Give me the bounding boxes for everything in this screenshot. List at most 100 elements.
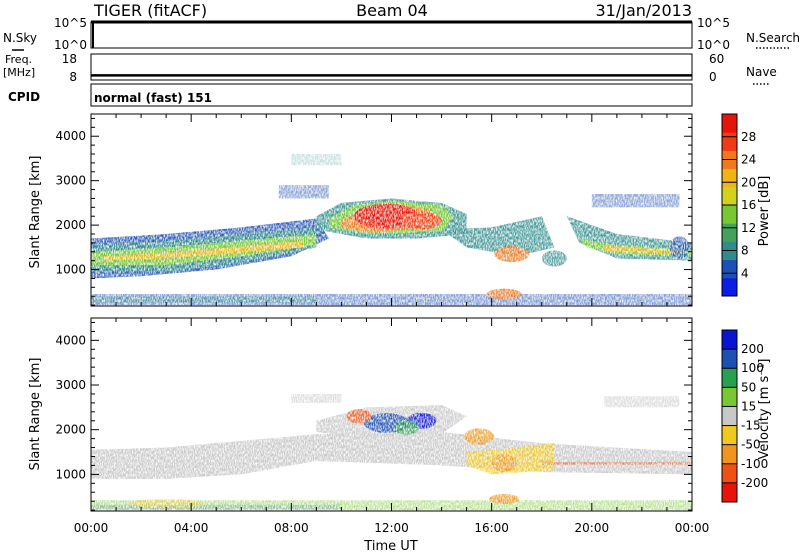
colorbar-swatch (722, 132, 737, 151)
nsky-frame (90, 21, 693, 49)
power-x-ticks (90, 114, 693, 306)
velocity-panel: 1000 2000 3000 4000 Slant Range [km] 200 100… (28, 317, 772, 512)
colorbar-tick-label: 28 (741, 130, 756, 144)
data-cell (486, 288, 522, 300)
cpid-value: normal (fast) 151 (94, 91, 212, 105)
radar-title: TIGER (fitACF) (93, 1, 207, 20)
time-tick-label: 16:00 (474, 521, 509, 535)
data-cell (278, 185, 329, 199)
freq-tick-top: 18 (62, 52, 77, 66)
colorbar-swatch (722, 482, 737, 503)
data-cell (604, 245, 680, 254)
cpid-label: CPID (8, 90, 40, 104)
colorbar-swatch (722, 387, 737, 407)
velocity-x-ticks (90, 318, 693, 511)
data-cell (401, 211, 442, 230)
colorbar-swatch (722, 368, 737, 388)
colorbar-tick-label: -15 (741, 419, 761, 433)
date-label: 31/Jan/2013 (595, 1, 692, 20)
data-cell (491, 454, 517, 473)
colorbar-swatch (722, 168, 737, 188)
data-cell (591, 194, 680, 208)
colorbar-swatch (722, 406, 737, 427)
colorbar-tick-label: 100 (741, 361, 764, 375)
data-cell (669, 236, 690, 259)
colorbar-swatch (722, 349, 737, 369)
y-tick-label: 3000 (55, 378, 86, 392)
freq-frame (90, 53, 693, 81)
colorbar-swatch (722, 114, 737, 133)
colorbar-tick-label: 20 (741, 175, 756, 189)
data-cell (346, 409, 372, 424)
colorbar-frame (721, 329, 738, 503)
time-tick-label: 08:00 (274, 521, 309, 535)
colorbar-swatch (722, 259, 737, 279)
time-tick-label: 00:00 (74, 521, 109, 535)
time-tick-label: 00:00 (675, 521, 710, 535)
power-colorbar: 4 8 12 16 20 24 28 (721, 113, 756, 297)
y-tick-label: 1000 (55, 467, 86, 481)
power-y-axis: 1000 2000 3000 4000 (55, 117, 692, 306)
time-tick-label: 04:00 (174, 521, 209, 535)
colorbar-swatch (722, 223, 737, 242)
colorbar-tick-label: -200 (741, 476, 768, 490)
colorbar-tick-label: -100 (741, 457, 768, 471)
freq-label-top: Freq. (5, 53, 32, 66)
time-tick-label: 20:00 (575, 521, 610, 535)
data-cell (291, 393, 342, 403)
cpid-frame (90, 83, 693, 107)
data-cell (103, 240, 304, 261)
y-tick-label: 3000 (55, 174, 86, 188)
data-cell (464, 428, 495, 445)
colorbar-swatch (722, 186, 737, 206)
colorbar-tick-label: -50 (741, 438, 761, 452)
colorbar-tick-label: 12 (741, 221, 756, 235)
y-tick-label: 1000 (55, 263, 86, 277)
y-tick-label: 4000 (55, 333, 86, 347)
data-cell (128, 498, 204, 508)
data-cell (441, 216, 555, 257)
nave-tick-top: 60 (709, 52, 724, 66)
colorbar-tick-label: 16 (741, 198, 756, 212)
colorbar-swatch (722, 330, 737, 350)
data-cell (494, 246, 530, 262)
time-axis: 00:00 04:00 08:00 12:00 16:00 20:00 00:00 (74, 521, 710, 535)
nsky-tick-top: 10^5 (54, 16, 87, 30)
y-tick-label: 4000 (55, 129, 86, 143)
colorbar-tick-label: 4 (741, 266, 749, 280)
colorbar-swatch (722, 463, 737, 484)
freq-label-bottom: [MHz] (3, 66, 35, 79)
freq-strip: Freq. [MHz] 18 8 60 0 Nave (3, 52, 777, 85)
nsearch-label: N.Search (746, 31, 800, 45)
time-axis-label: Time UT (363, 539, 417, 554)
velocity-scatter (91, 393, 692, 511)
power-colorbar-label: Power [dB] (757, 176, 772, 247)
colorbar-swatch (722, 425, 737, 446)
velocity-y-axis: 1000 2000 3000 4000 (55, 321, 692, 511)
nave-tick-bottom: 0 (709, 70, 717, 84)
nsearch-tick-top: 10^5 (697, 16, 730, 30)
nsky-label: N.Sky (3, 31, 37, 45)
beam-label: Beam 04 (356, 1, 428, 20)
data-cell (541, 461, 692, 465)
nave-label: Nave (746, 65, 777, 79)
y-tick-label: 2000 (55, 423, 86, 437)
colorbar-tick-label: 8 (741, 244, 749, 258)
nsky-strip: N.Sky 10^5 10^0 10^5 10^0 N.Search (3, 16, 800, 52)
colorbar-tick-label: 24 (741, 153, 756, 167)
data-cell (91, 296, 317, 303)
colorbar-tick-label: 50 (741, 380, 756, 394)
nsearch-tick-bottom: 10^0 (697, 38, 730, 52)
colorbar-tick-label: 15 (741, 399, 756, 413)
freq-tick-bottom: 8 (69, 70, 77, 84)
data-cell (604, 396, 680, 408)
power-y-axis-label: Slant Range [km] (28, 156, 43, 269)
colorbar-swatch (722, 444, 737, 465)
colorbar-tick-label: 200 (741, 342, 764, 356)
time-tick-label: 12:00 (374, 521, 409, 535)
data-cell (489, 494, 520, 504)
power-panel: 1000 2000 3000 4000 Slant Range [km] 4 8 12 16… (28, 113, 772, 307)
data-cell (91, 504, 342, 510)
colorbar-swatch (722, 205, 737, 224)
